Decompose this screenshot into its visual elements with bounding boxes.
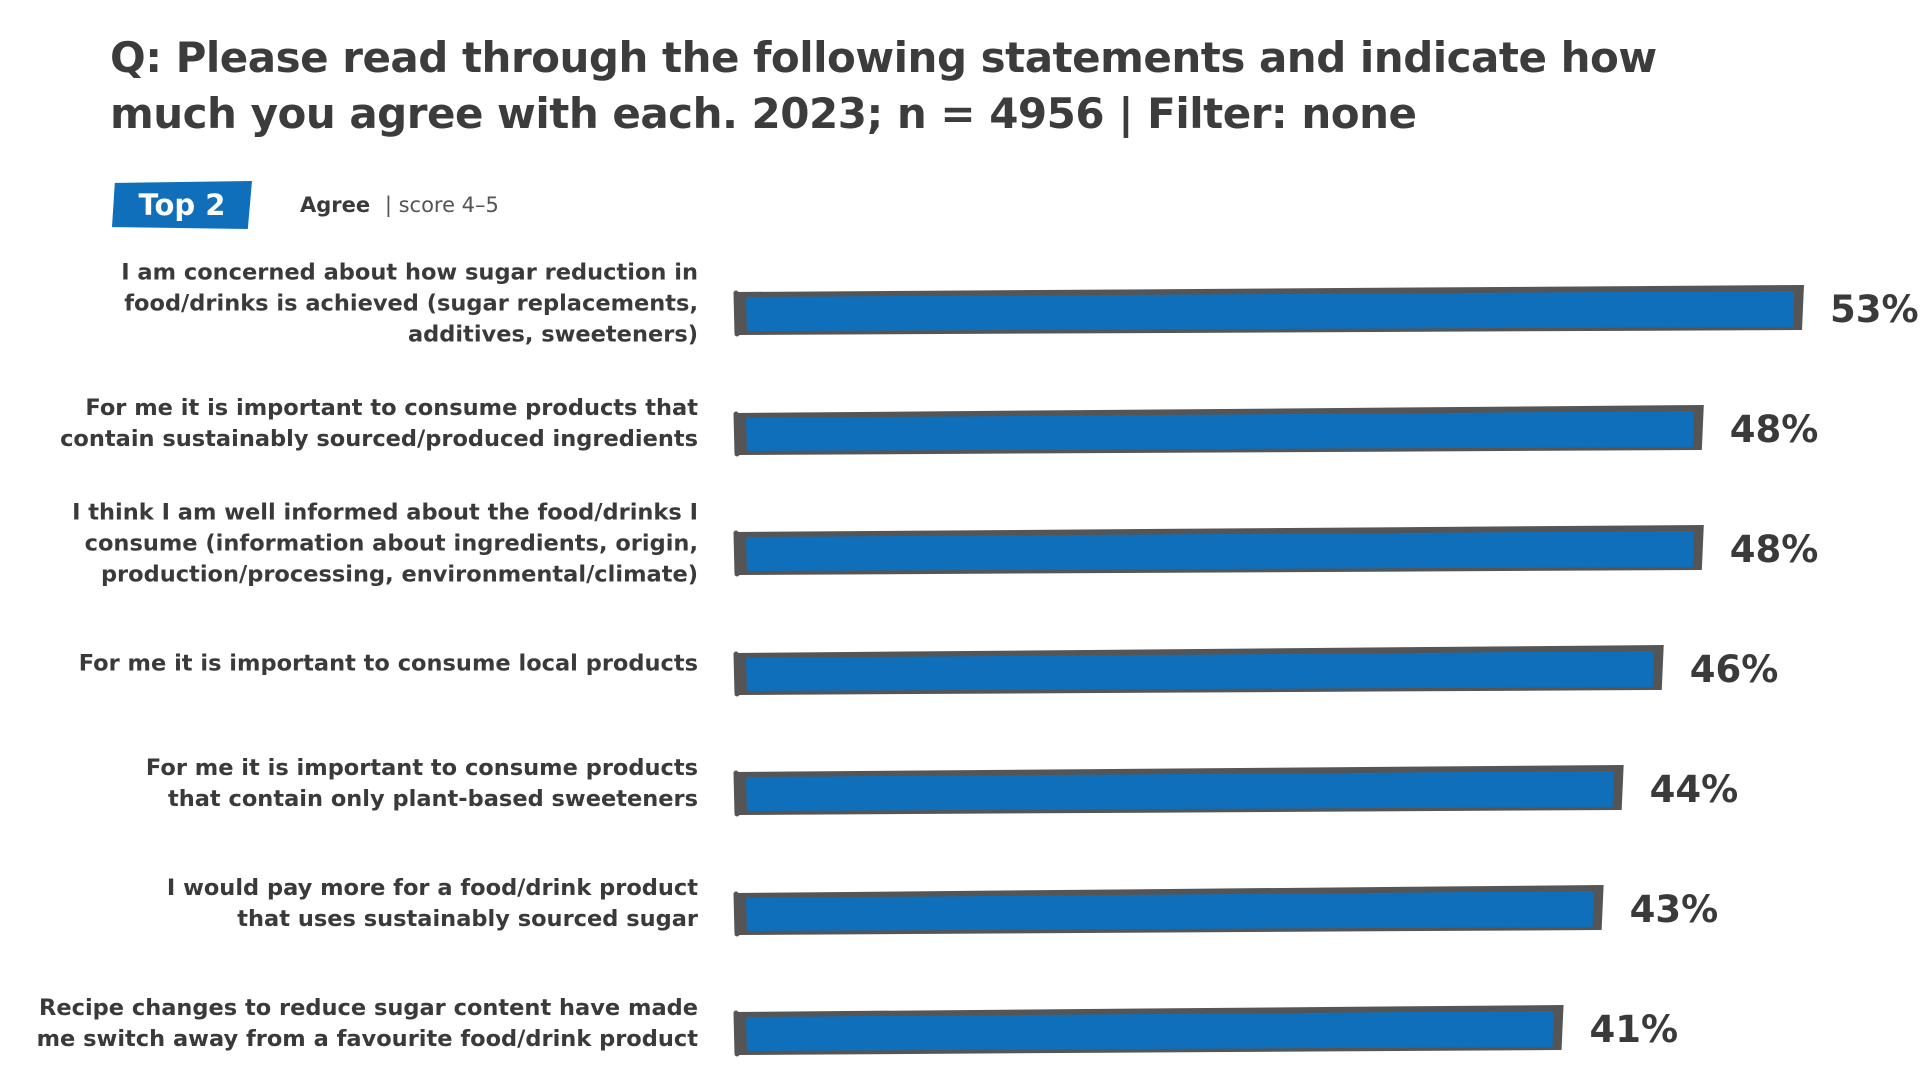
category-label-line: production/processing, environmental/cli… — [100, 561, 698, 588]
category-label-4: For me it is important to consume local … — [20, 649, 698, 680]
category-label-line: For me it is important to consume local … — [78, 650, 698, 677]
category-label-line: me switch away from a favourite food/dri… — [36, 1026, 698, 1052]
value-label-2: 48% — [1730, 408, 1819, 451]
bar-edge-2 — [733, 411, 740, 457]
bar-edge-3 — [733, 530, 740, 577]
category-label-line: consume (information about ingredients, … — [84, 530, 698, 557]
category-label-5: For me it is important to consume produc… — [20, 753, 698, 815]
category-label-2: For me it is important to consume produc… — [20, 393, 698, 455]
bar-edge-1 — [733, 290, 740, 337]
category-label-line: For me it is important to consume produc… — [85, 395, 698, 421]
bar-edge-5 — [733, 770, 740, 817]
category-label-7: Recipe changes to reduce sugar content h… — [20, 993, 698, 1055]
legend-detail: | score 4–5 — [384, 193, 499, 217]
category-label-line: additives, sweeteners) — [407, 321, 698, 348]
bar-edge-4 — [733, 651, 740, 697]
bar-5 — [746, 771, 1614, 811]
category-label-line: that uses sustainably sourced sugar — [237, 906, 698, 932]
category-label-line: that contain only plant-based sweeteners — [167, 786, 698, 812]
category-label-line: For me it is important to consume produc… — [145, 755, 698, 781]
category-label-6: I would pay more for a food/drink produc… — [20, 873, 698, 935]
category-label-line: I think I am well informed about the foo… — [72, 499, 698, 526]
bar-2 — [746, 411, 1694, 451]
top2-badge: Top 2 — [112, 181, 252, 229]
value-label-3: 48% — [1730, 528, 1819, 571]
value-label-6: 43% — [1630, 888, 1719, 931]
category-label-line: food/drinks is achieved (sugar replaceme… — [124, 290, 698, 317]
category-label-line: I am concerned about how sugar reduction… — [121, 259, 698, 286]
value-label-7: 41% — [1590, 1008, 1679, 1051]
legend: Agree | score 4–5 — [300, 190, 499, 220]
bar-edge-7 — [733, 1010, 740, 1057]
category-label-1: I am concerned about how sugar reduction… — [20, 258, 698, 351]
bar-6 — [746, 891, 1594, 931]
bar-4 — [746, 651, 1654, 691]
bar-3 — [746, 531, 1694, 571]
chart-title: Q: Please read through the following sta… — [110, 33, 1657, 138]
bar-edge-6 — [733, 891, 740, 937]
value-label-4: 46% — [1690, 648, 1779, 691]
legend-label: Agree — [300, 193, 371, 217]
value-label-5: 44% — [1650, 768, 1739, 811]
category-label-line: I would pay more for a food/drink produc… — [166, 875, 698, 901]
category-label-line: contain sustainably sourced/produced ing… — [60, 426, 698, 452]
bar-7 — [746, 1011, 1554, 1051]
category-label-line: Recipe changes to reduce sugar content h… — [39, 995, 698, 1021]
value-label-1: 53% — [1830, 288, 1919, 331]
category-label-3: I think I am well informed about the foo… — [20, 498, 698, 591]
bar-1 — [746, 291, 1794, 331]
